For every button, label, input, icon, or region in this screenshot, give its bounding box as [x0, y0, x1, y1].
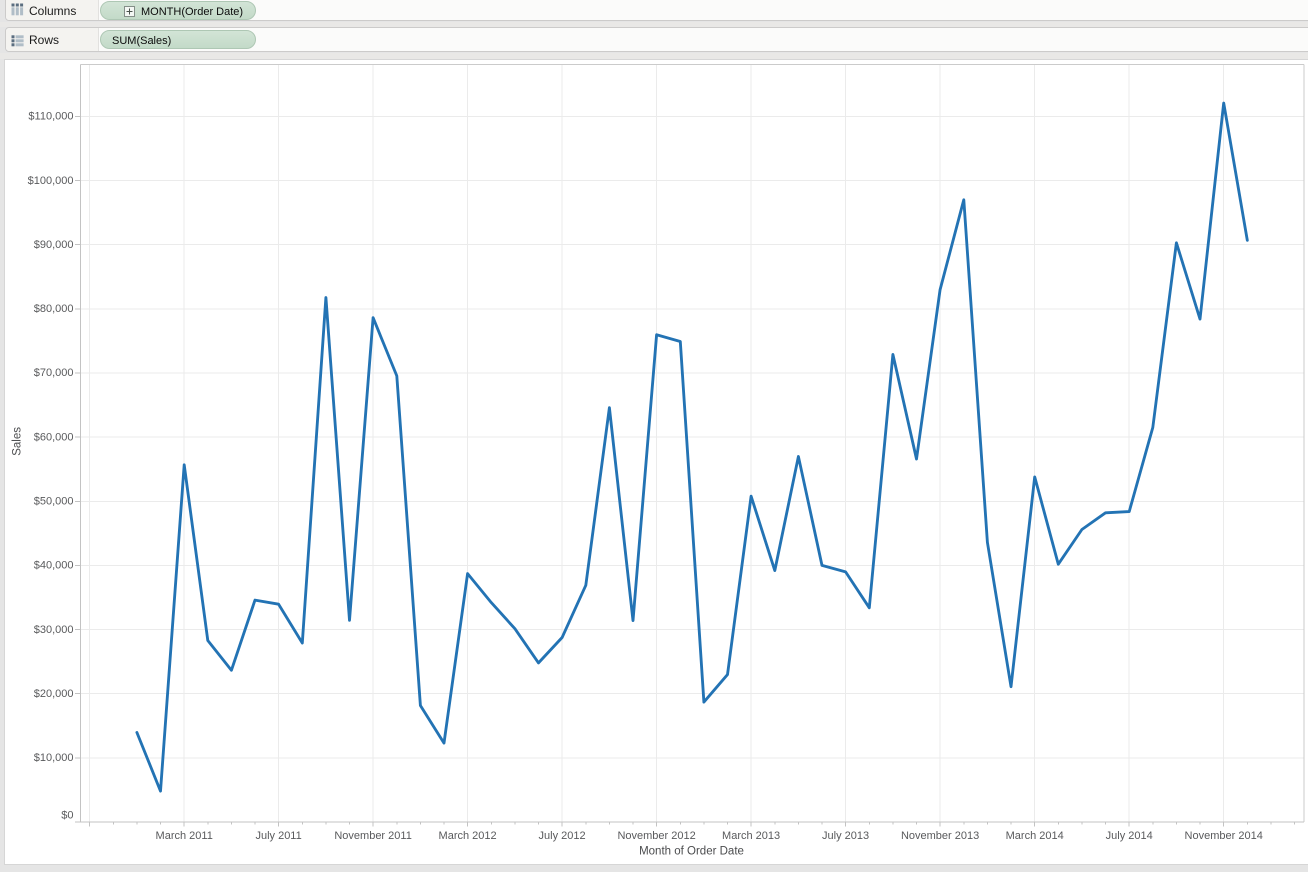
svg-text:$90,000: $90,000 [34, 239, 74, 251]
svg-text:$30,000: $30,000 [34, 624, 74, 636]
svg-text:$110,000: $110,000 [28, 111, 73, 123]
svg-text:$10,000: $10,000 [34, 752, 74, 764]
svg-text:March 2014: March 2014 [1006, 830, 1064, 842]
svg-text:November 2014: November 2014 [1185, 830, 1263, 842]
svg-text:$60,000: $60,000 [34, 431, 74, 443]
svg-text:Month of Order Date: Month of Order Date [639, 846, 744, 858]
svg-text:March 2012: March 2012 [439, 830, 497, 842]
svg-text:November 2012: November 2012 [617, 830, 695, 842]
svg-text:$0: $0 [61, 809, 73, 821]
svg-text:$80,000: $80,000 [34, 303, 74, 315]
svg-text:$50,000: $50,000 [34, 496, 74, 508]
svg-text:November 2011: November 2011 [334, 830, 411, 842]
svg-text:$40,000: $40,000 [34, 560, 74, 572]
svg-text:July 2011: July 2011 [255, 830, 301, 842]
svg-text:July 2014: July 2014 [1106, 830, 1153, 842]
svg-text:Sales: Sales [12, 427, 24, 456]
svg-text:$70,000: $70,000 [34, 367, 74, 379]
svg-text:July 2013: July 2013 [822, 830, 869, 842]
svg-text:November 2013: November 2013 [901, 830, 979, 842]
svg-text:March 2011: March 2011 [156, 830, 213, 842]
svg-text:$100,000: $100,000 [28, 175, 74, 187]
svg-text:March 2013: March 2013 [722, 830, 780, 842]
svg-text:July 2012: July 2012 [539, 830, 586, 842]
svg-text:$20,000: $20,000 [34, 688, 74, 700]
